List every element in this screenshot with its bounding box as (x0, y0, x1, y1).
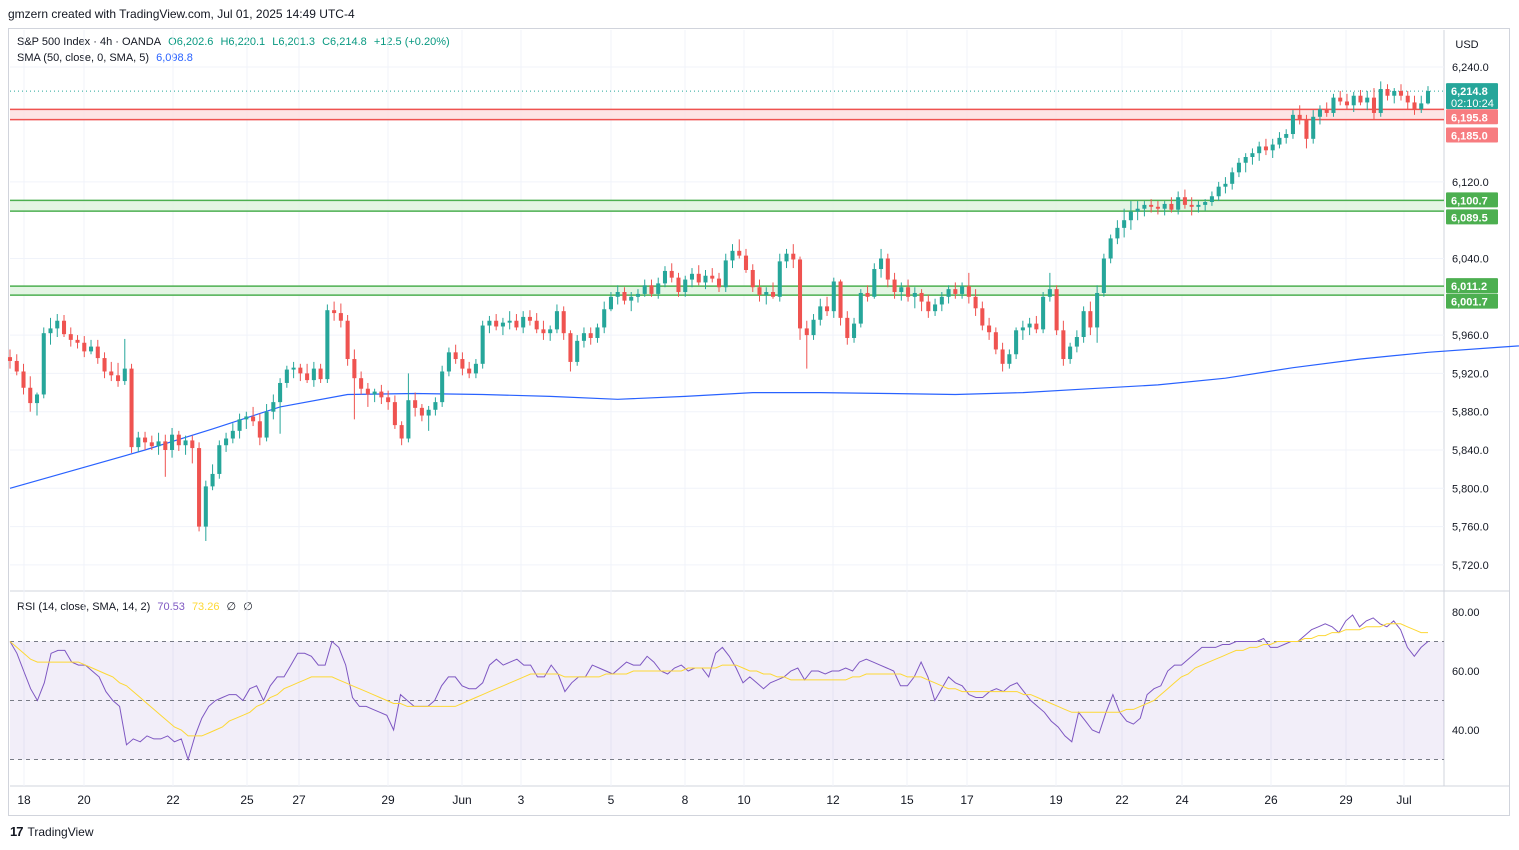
rsi-legend: RSI (14, close, SMA, 14, 2) 70.53 73.26 … (17, 600, 257, 613)
tradingview-logo-icon: 17 (10, 824, 24, 839)
main-legend: S&P 500 Index · 4h · OANDA O6,202.6 H6,2… (17, 36, 454, 48)
rsi-ma-value: 73.26 (191, 601, 220, 613)
sma-legend: SMA (50, close, 0, SMA, 5) 6,098.8 (17, 52, 197, 64)
sma-value: 6,098.8 (156, 52, 193, 64)
rsi-extra-2: ∅ (243, 601, 253, 613)
attribution-header: gmzern created with TradingView.com, Jul… (8, 7, 355, 21)
symbol-label[interactable]: S&P 500 Index · 4h · OANDA (17, 36, 162, 48)
open-value: O6,202.6 (168, 36, 214, 48)
currency-button[interactable]: USD (1455, 39, 1479, 51)
sma-label[interactable]: SMA (50, close, 0, SMA, 5) (17, 52, 150, 64)
footer-brand: 17 TradingView (10, 824, 94, 839)
low-value: L6,201.3 (272, 36, 316, 48)
change-value: +12.5 (+0.20%) (373, 36, 450, 48)
footer-brand-text: TradingView (27, 824, 94, 839)
rsi-label[interactable]: RSI (14, close, SMA, 14, 2) (17, 601, 151, 613)
rsi-extra-1: ∅ (226, 601, 237, 613)
chart-frame (8, 28, 1510, 816)
close-value: C6,214.8 (322, 36, 367, 48)
high-value: H6,220.1 (220, 36, 266, 48)
rsi-value: 70.53 (157, 601, 185, 613)
